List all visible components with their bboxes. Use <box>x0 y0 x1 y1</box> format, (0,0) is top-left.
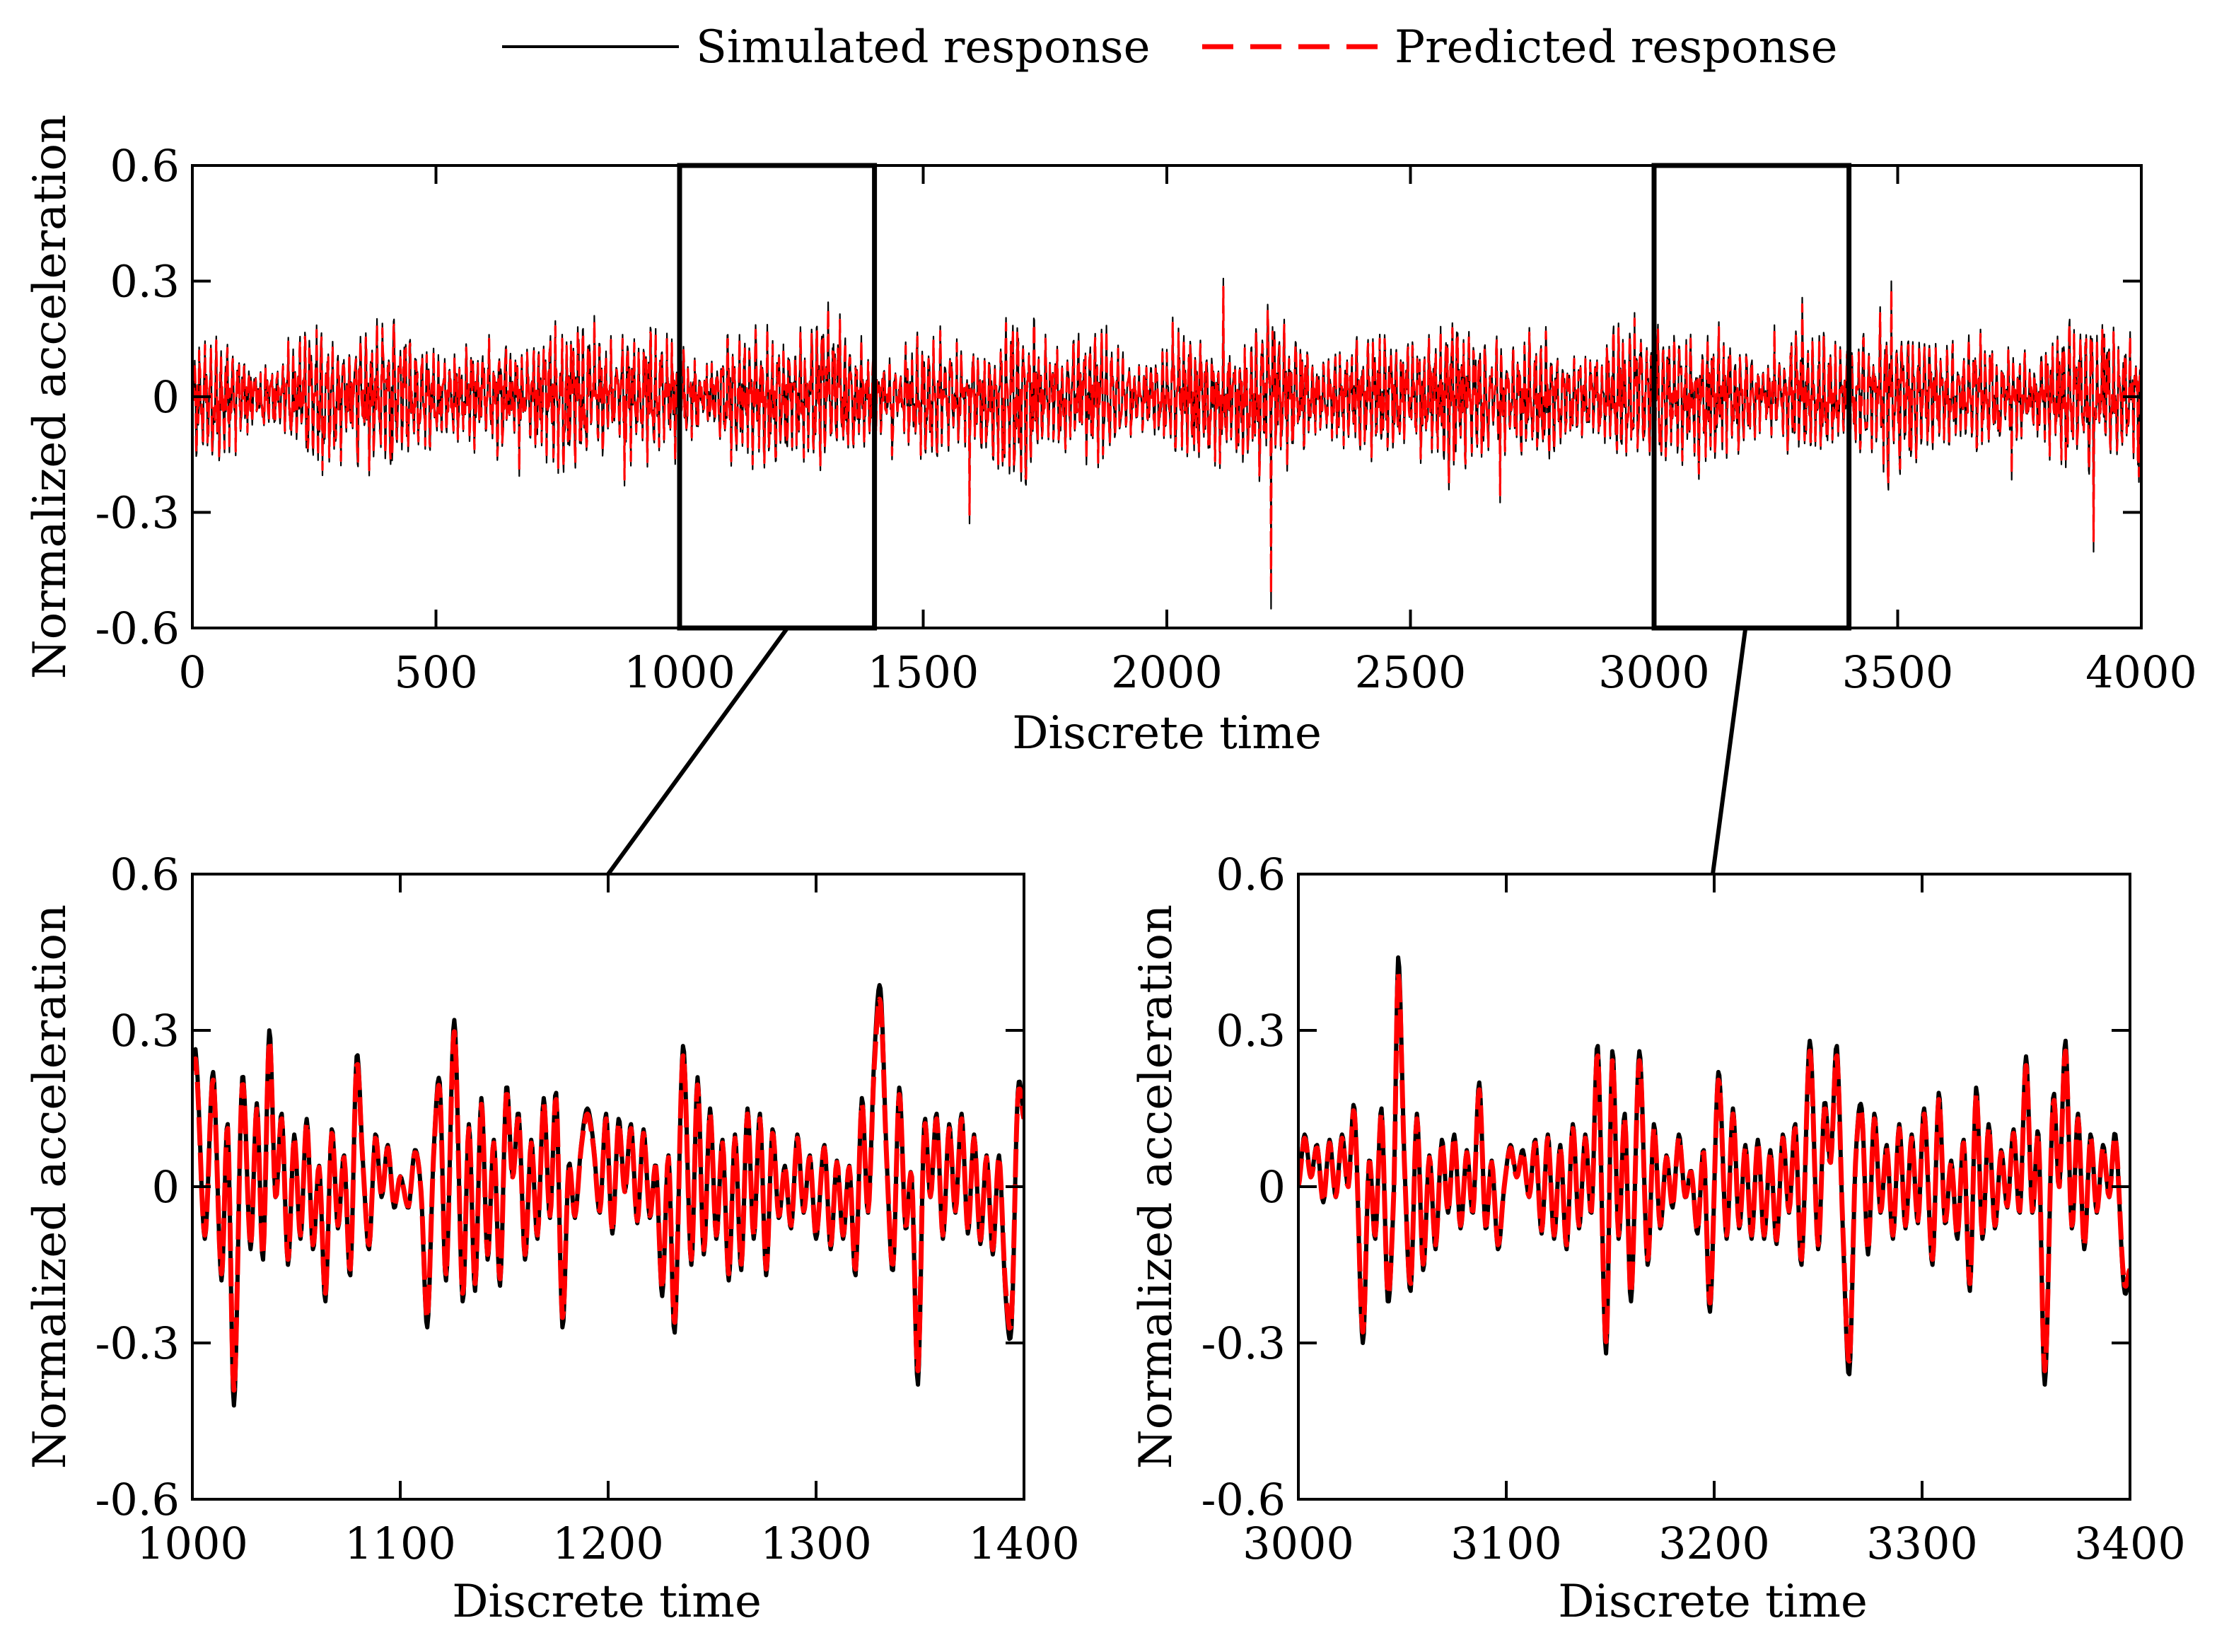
y-tick-label: -0.6 <box>1201 1474 1286 1525</box>
x-tick-label: 3500 <box>1842 646 1954 698</box>
connector-line-right <box>1711 629 1747 875</box>
overview-panel: 0.6 0.3 0 -0.3 -0.6 0 500 1000 1500 2000 2500 3000… <box>24 115 2197 760</box>
series-predicted-line <box>1298 971 2130 1373</box>
zoom1-y-ticks: 0.6 0.3 0 -0.3 -0.6 <box>95 849 1024 1525</box>
x-tick-label: 1400 <box>968 1518 1080 1569</box>
y-tick-label: -0.3 <box>1201 1317 1286 1369</box>
y-tick-label: -0.6 <box>95 1474 180 1525</box>
zoom2-axes-frame <box>1297 873 2131 1501</box>
y-tick-label: 0.6 <box>110 849 180 900</box>
zoom2-y-ticks: 0.6 0.3 0 -0.3 -0.6 <box>1201 849 2130 1525</box>
zoom1-y-axis-label: Normalized acceleration <box>24 904 76 1470</box>
x-tick-label: 2000 <box>1111 646 1223 698</box>
series-predicted-line <box>192 286 2141 595</box>
y-tick-label: 0 <box>152 371 180 423</box>
overview-plot-area <box>192 277 2141 610</box>
x-tick-label: 1300 <box>760 1518 872 1569</box>
y-tick-label: 0 <box>1258 1161 1286 1213</box>
zoom1-x-axis-label: Discrete time <box>452 1576 762 1628</box>
y-tick-label: 0.6 <box>110 140 180 192</box>
overview-x-axis-label: Discrete time <box>1012 707 1322 760</box>
overview-y-ticks: 0.6 0.3 0 -0.3 -0.6 <box>95 140 2141 654</box>
x-tick-label: 500 <box>394 646 477 698</box>
x-tick-label: 1200 <box>552 1518 664 1569</box>
connector-line-left <box>606 628 788 876</box>
x-tick-label: 4000 <box>2085 646 2197 698</box>
series-predicted-line <box>192 996 1024 1393</box>
x-tick-label: 3300 <box>1866 1518 1978 1569</box>
x-tick-label: 3400 <box>2074 1518 2186 1569</box>
x-tick-label: 1500 <box>868 646 979 698</box>
legend-predicted-label: Predicted response <box>1395 21 1837 74</box>
zoom1-plot-area <box>192 983 1024 1408</box>
zoom2-y-axis-label: Normalized acceleration <box>1130 904 1182 1470</box>
overview-axes-frame <box>191 164 2143 629</box>
zoom-box-3000-3400 <box>1651 163 1852 631</box>
y-tick-label: 0.3 <box>1216 1005 1286 1057</box>
y-tick-label: -0.3 <box>95 1317 180 1369</box>
y-tick-label: -0.6 <box>95 603 180 654</box>
x-tick-label: 1000 <box>624 646 735 698</box>
overview-y-axis-label: Normalized acceleration <box>24 115 76 680</box>
x-tick-label: 1100 <box>344 1518 456 1569</box>
x-tick-label: 3000 <box>1242 1518 1354 1569</box>
y-tick-label: 0.3 <box>110 256 180 308</box>
zoom2-x-ticks: 3000 3100 3200 3300 3400 <box>1242 874 2186 1569</box>
y-tick-label: -0.3 <box>95 487 180 539</box>
zoom1-axes-frame <box>191 873 1025 1501</box>
x-tick-label: 3000 <box>1598 646 1710 698</box>
zoom2-x-axis-label: Discrete time <box>1558 1576 1868 1628</box>
x-tick-label: 2500 <box>1355 646 1467 698</box>
zoom1-x-ticks: 1000 1100 1200 1300 1400 <box>136 874 1080 1569</box>
zoom-panel-2: 0.6 0.3 0 -0.3 -0.6 3000 3100 3200 3300 3400 Dis… <box>1130 849 2186 1628</box>
x-tick-label: 3200 <box>1658 1518 1770 1569</box>
overview-x-ticks: 0 500 1000 1500 2000 2500 3000 3500 4000 <box>178 165 2197 698</box>
x-tick-label: 1000 <box>136 1518 248 1569</box>
zoom-box-1000-1400 <box>677 163 878 631</box>
y-tick-label: 0.6 <box>1216 849 1286 900</box>
x-tick-label: 0 <box>178 646 206 698</box>
zoom2-plot-area <box>1298 955 2130 1387</box>
y-tick-label: 0.3 <box>110 1005 180 1057</box>
zoom-panel-1: 0.6 0.3 0 -0.3 -0.6 1000 1100 1200 1300 1400 Dis… <box>24 849 1080 1628</box>
legend: Simulated response Predicted response <box>502 21 1837 74</box>
x-tick-label: 3100 <box>1450 1518 1562 1569</box>
y-tick-label: 0 <box>152 1161 180 1213</box>
legend-simulated-label: Simulated response <box>696 21 1151 74</box>
